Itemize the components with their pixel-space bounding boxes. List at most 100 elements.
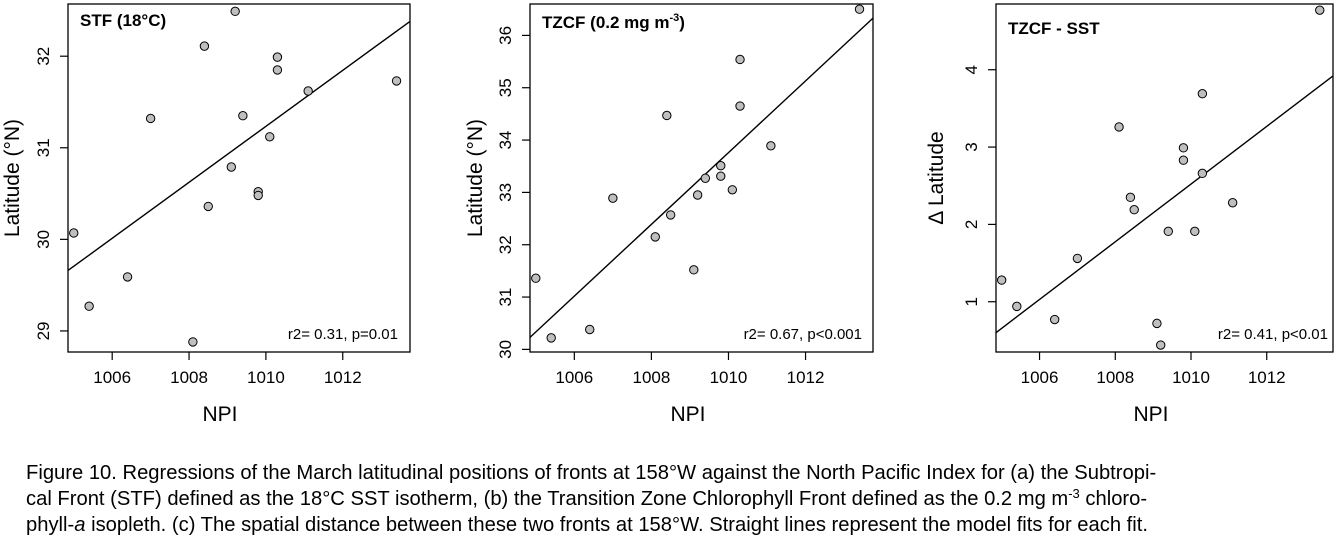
panel-b-data-point (766, 141, 776, 151)
panel-a-data-point (199, 41, 210, 51)
panel-b-data-point (735, 54, 745, 65)
caption-line-1: Figure 10. Regressions of the March lati… (26, 462, 1157, 484)
panel-a-data-point (122, 272, 133, 282)
panel-c-y-tick-label: 1 (962, 297, 981, 306)
panel-b-data-point (662, 110, 672, 121)
panel-a-data-point (391, 76, 402, 86)
panel-c-data-point (1315, 5, 1325, 15)
panel-c-annotation: r2= 0.41, p<0.01 (1218, 326, 1328, 343)
panel-b-y-tick-label: 30 (496, 340, 515, 359)
panel-b-x-tick-label: 1012 (787, 368, 825, 387)
panel-a-data-point (69, 228, 79, 238)
panel-b-data-point (735, 101, 745, 111)
panel-b-data-point (716, 171, 726, 181)
panel-a-data-point (253, 190, 263, 201)
panel-c-data-point (1129, 205, 1139, 215)
panel-c-plot-frame (995, 3, 1334, 353)
panel-a-annotation: r2= 0.31, p=0.01 (288, 326, 398, 343)
panel-c-data-point (1178, 155, 1189, 165)
panel-c-data-point (1072, 253, 1083, 264)
panel-c-x-axis-label: NPI (1133, 403, 1168, 426)
panel-c-data-point (1197, 168, 1208, 179)
panel-a-data-point (84, 301, 94, 311)
panel-a-data-point (272, 65, 283, 75)
panel-b-y-tick-label: 31 (496, 288, 515, 307)
panel-a-data-point (272, 52, 283, 62)
panel-b-x-tick-label: 1008 (632, 368, 670, 387)
panel-c-x-tick-label: 1008 (1096, 368, 1134, 387)
caption-line-2: cal Front (STF) defined as the 18°C SST … (26, 486, 1148, 510)
panel-c-data-point (1049, 314, 1060, 325)
panel-b-data-point (700, 173, 711, 183)
panel-a-data-point (188, 337, 198, 347)
panel-c-data-point (1152, 318, 1162, 329)
panel-b-data-point (716, 161, 726, 171)
panel-c-fit-line (995, 75, 1334, 334)
panel-b-y-tick-label: 34 (496, 131, 515, 150)
panel-b-data-point (546, 333, 556, 343)
panel-a-x-axis-label: NPI (202, 403, 237, 426)
panel-c-data-point (1114, 122, 1124, 132)
panel-b-x-axis-label: NPI (670, 403, 705, 426)
panel-a-x-tick-label: 1008 (170, 368, 208, 387)
panel-b-y-tick-label: 36 (496, 26, 515, 45)
panel-a-title: STF (18°C) (80, 11, 166, 30)
panel-b-y-tick-label: 32 (496, 235, 515, 254)
panel-c-y-tick-label: 3 (962, 142, 981, 151)
panel-a-data-point (203, 201, 213, 212)
panel-c-data-point (1227, 198, 1238, 208)
panel-c-y-tick-label: 4 (962, 65, 981, 74)
panel-c: 1006 1008 1010 1012 1 2 3 4 TZCF - SST r2= 0.4… (925, 3, 1334, 426)
panel-b-data-point (650, 232, 660, 242)
panel-c-data-point (1012, 301, 1022, 312)
panel-c-x-tick-label: 1010 (1172, 368, 1210, 387)
panel-b-data-point (665, 210, 676, 220)
panel-b-data-point (692, 190, 703, 200)
panel-b-title-superscript: -3 (670, 12, 680, 24)
panel-a-data-point (238, 111, 248, 121)
panel-b-y-axis-label: Latitude (°N) (464, 119, 487, 237)
panel-b-data-point (608, 193, 618, 203)
panel-a-plot-frame (67, 3, 411, 353)
panel-b-title: TZCF (0.2 mg m-3) (542, 12, 685, 32)
panel-c-x-tick-label: 1006 (1021, 368, 1059, 387)
panel-a-y-axis-label: Latitude (°N) (1, 119, 24, 237)
panel-b-data-point (854, 4, 865, 14)
panel-c-data-point (1190, 226, 1200, 237)
panel-b-y-tick-label: 35 (496, 78, 515, 97)
panel-a: 1006 1008 1010 1012 29 30 31 32 STF (18°C) r2=… (1, 3, 411, 426)
panel-c-data-point (1156, 340, 1166, 350)
panel-c-y-tick-label: 2 (962, 220, 981, 229)
panel-a-data-point (303, 86, 313, 96)
panel-a-x-tick-label: 1006 (93, 368, 131, 387)
panel-b-data-point (689, 265, 699, 275)
panel-c-data-point (1178, 143, 1189, 153)
panel-a-x-tick-label: 1010 (247, 368, 285, 387)
panel-a-data-point (265, 132, 275, 142)
panel-b-data-point (727, 185, 738, 195)
panel-b-y-tick-label: 33 (496, 183, 515, 202)
panel-b: 1006 1008 1010 1012 30 31 32 33 34 35 36 TZCF (0.… (464, 3, 874, 426)
panel-a-fit-line (67, 20, 411, 272)
figure-caption: Figure 10. Regressions of the March lati… (26, 460, 1326, 538)
panel-a-y-tick-label: 32 (34, 47, 53, 66)
panel-a-y-tick-label: 30 (34, 230, 53, 249)
panel-c-y-axis-label: Δ Latitude (925, 131, 948, 224)
panel-a-data-point (230, 6, 240, 17)
panel-a-data-point (226, 162, 237, 172)
panel-b-title-main: TZCF (0.2 mg m (542, 13, 670, 32)
panel-b-annotation: r2= 0.67, p<0.001 (744, 326, 862, 343)
panel-c-data-point (1163, 226, 1173, 237)
panel-a-y-tick-label: 31 (34, 138, 53, 157)
panel-b-x-tick-label: 1006 (555, 368, 593, 387)
panel-a-data-point (145, 113, 156, 124)
panel-c-data-point (1197, 89, 1208, 99)
panel-b-x-tick-label: 1010 (710, 368, 748, 387)
panel-b-data-point (585, 324, 595, 335)
panel-c-title: TZCF - SST (1008, 19, 1100, 38)
panel-b-title-end: ) (679, 13, 685, 32)
panel-b-plot-frame (529, 3, 874, 353)
panel-c-data-point (996, 275, 1007, 285)
panel-a-y-tick-label: 29 (34, 321, 53, 340)
